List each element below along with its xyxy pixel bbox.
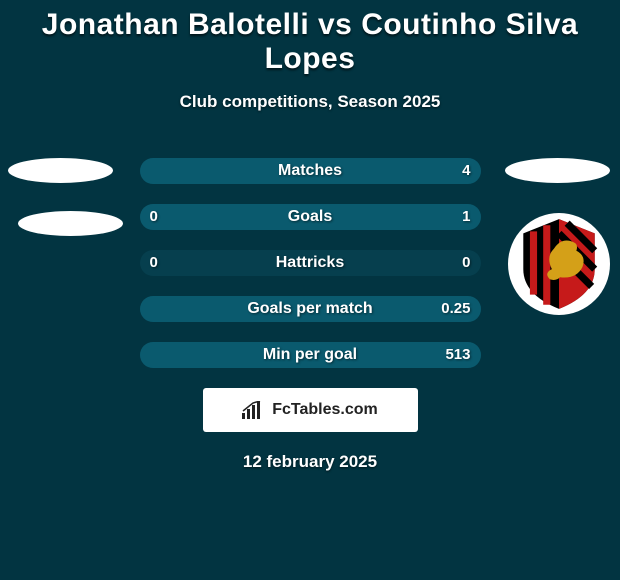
footer-badge: FcTables.com [203, 388, 418, 432]
stat-right-value: 4 [462, 158, 470, 184]
player-left-placeholder-1 [8, 158, 113, 183]
player-left-placeholder-2 [18, 211, 123, 236]
stat-right-value: 1 [462, 204, 470, 230]
subtitle: Club competitions, Season 2025 [0, 92, 620, 112]
stat-label: Min per goal [140, 342, 481, 368]
stat-row: Min per goal513 [140, 342, 481, 368]
stat-row: Hattricks0 0 [140, 250, 481, 276]
chart-icon [242, 401, 264, 419]
stat-label: Goals [140, 204, 481, 230]
stat-label: Hattricks [140, 250, 481, 276]
stat-right-value: 0 [462, 250, 470, 276]
stat-left-value: 0 [150, 204, 158, 230]
stat-label: Matches [140, 158, 481, 184]
stat-row: Matches4 [140, 158, 481, 184]
stats-area: Matches4Goals01Hattricks00Goals per matc… [0, 158, 620, 368]
stat-row: Goals per match0.25 [140, 296, 481, 322]
stat-row: Goals0 1 [140, 204, 481, 230]
stat-label: Goals per match [140, 296, 481, 322]
player-right-placeholder [505, 158, 610, 183]
footer-brand-text: FcTables.com [272, 401, 378, 419]
page-title: Jonathan Balotelli vs Coutinho Silva Lop… [0, 0, 620, 76]
stat-right-value: 0.25 [441, 296, 470, 322]
stat-right-value: 513 [445, 342, 470, 368]
date-text: 12 february 2025 [0, 452, 620, 472]
stat-left-value: 0 [150, 250, 158, 276]
club-crest [508, 213, 610, 315]
